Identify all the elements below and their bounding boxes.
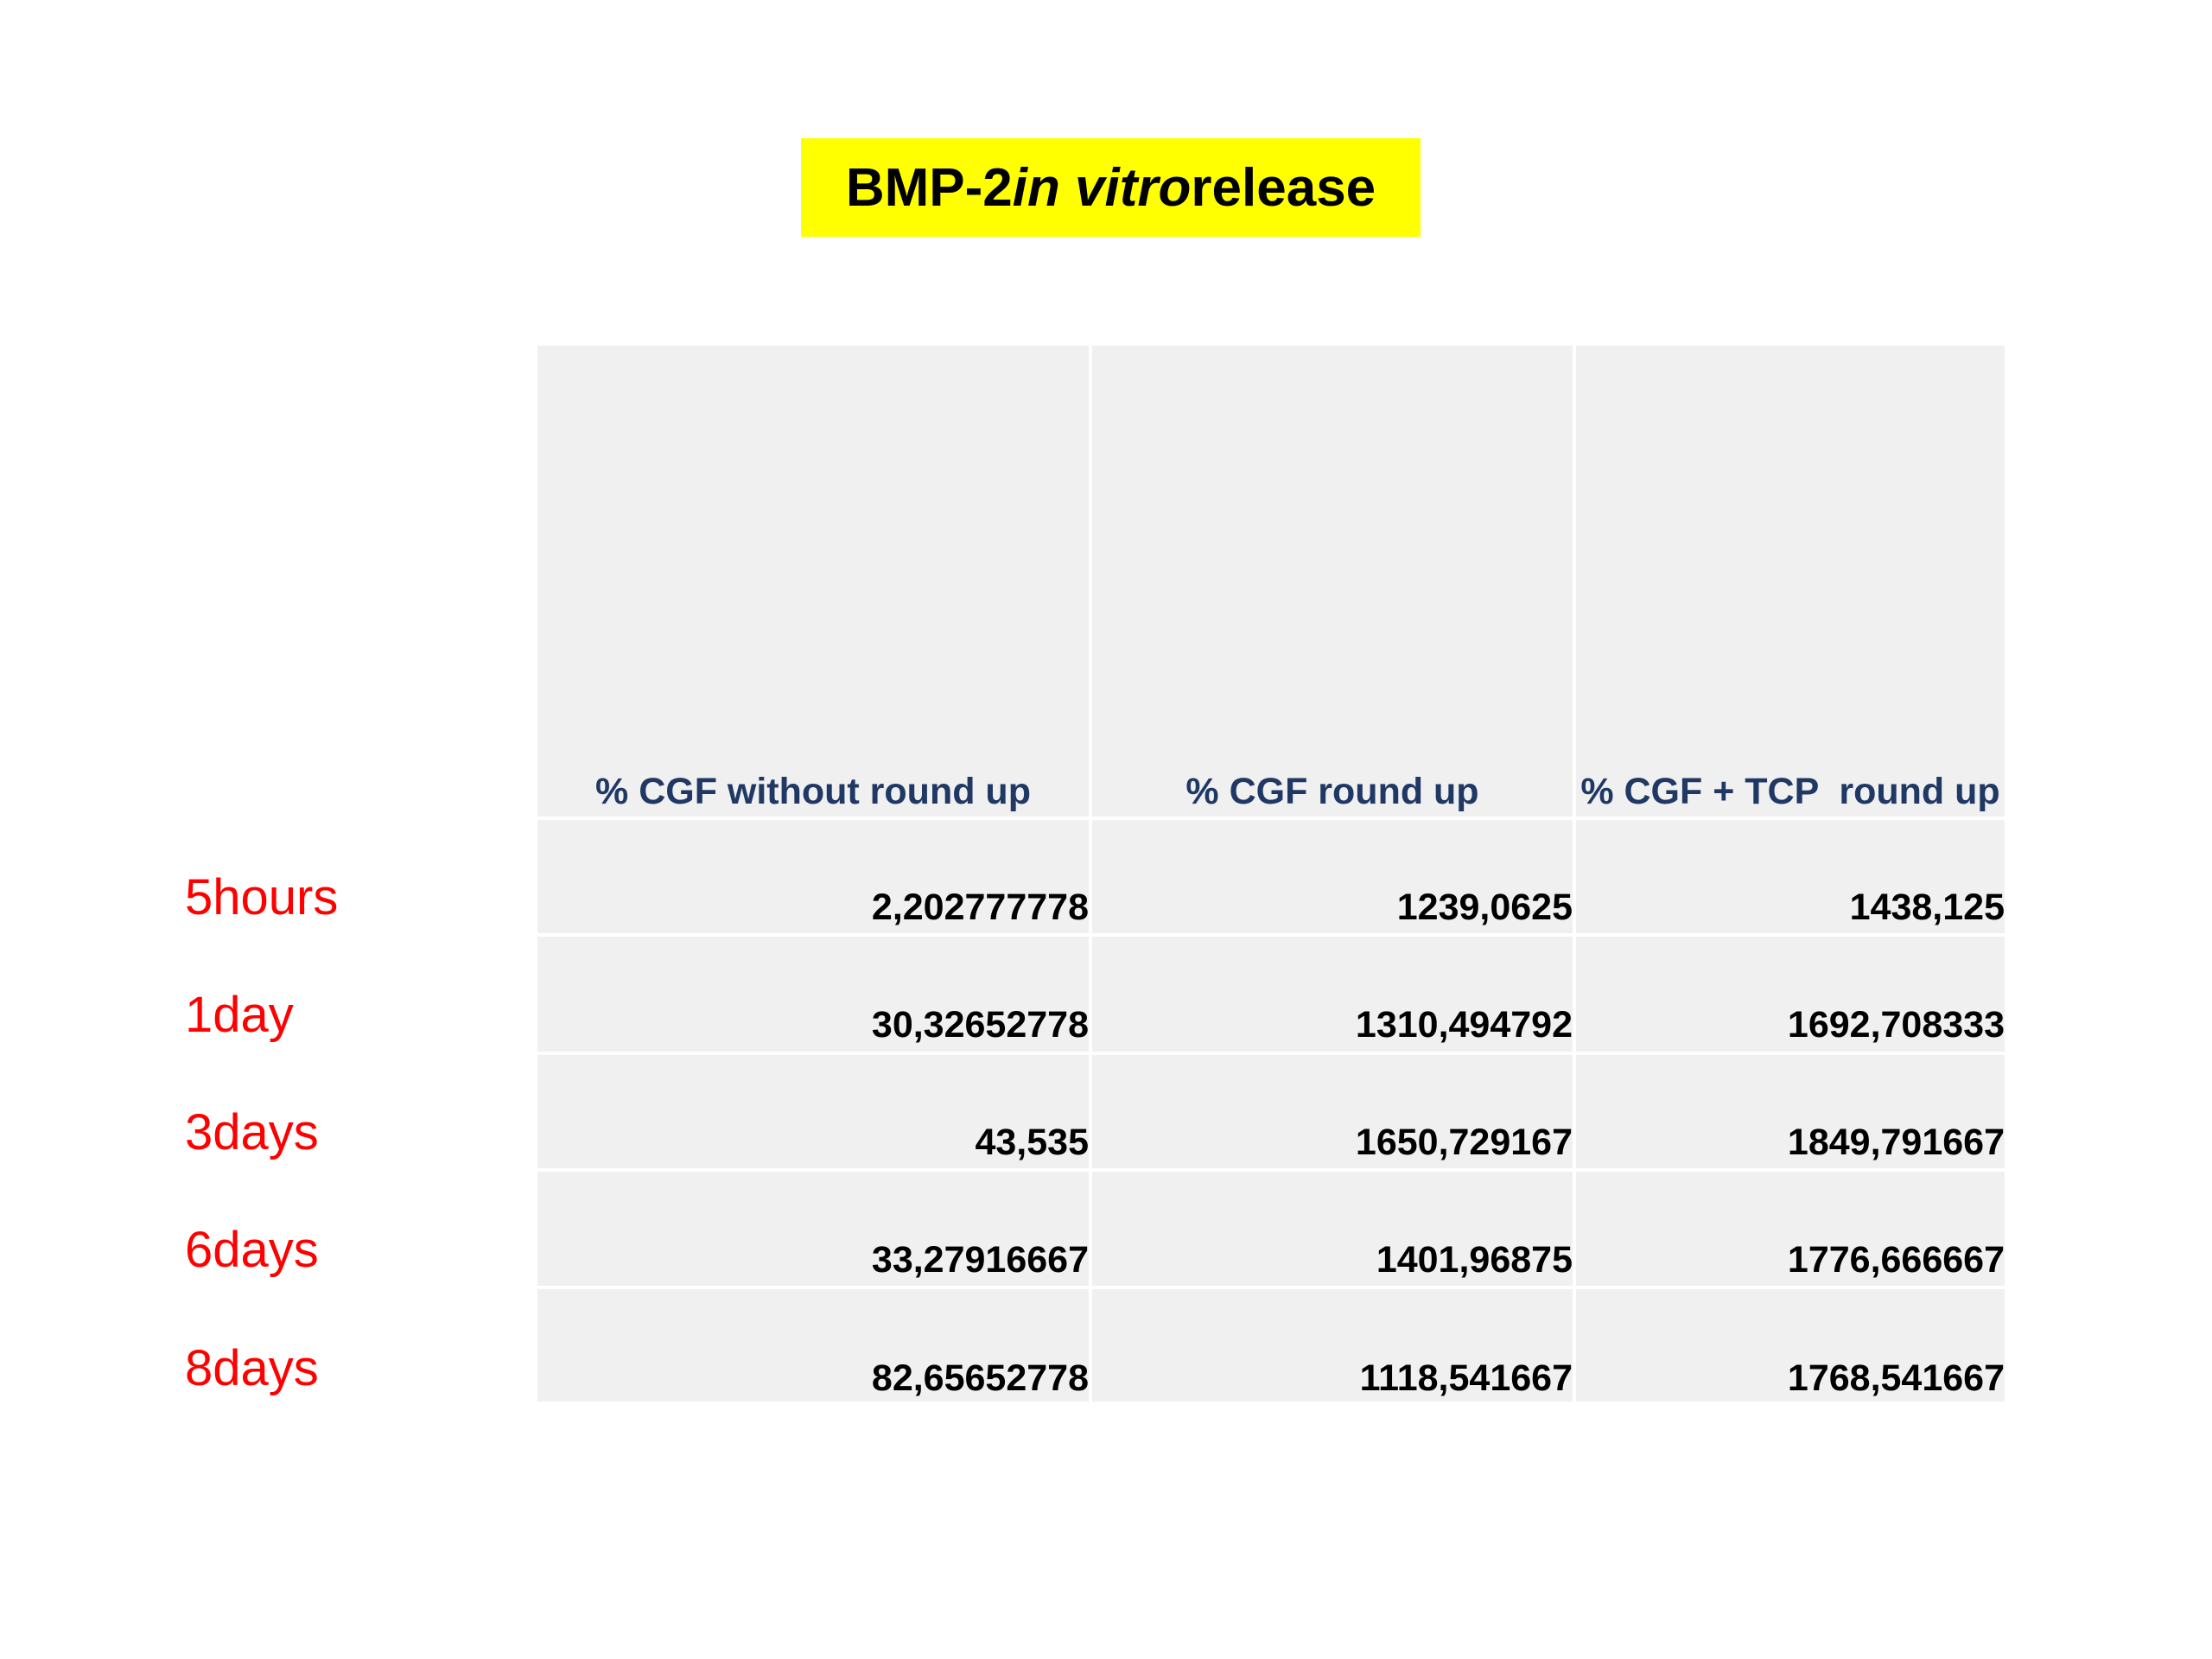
column-header-cgf-tcp-round-up: % CGF + TCP round up xyxy=(1580,770,2000,812)
row-divider xyxy=(537,1286,2005,1289)
table-cell: 43,535 xyxy=(975,1121,1089,1163)
table-cell: 30,32652778 xyxy=(871,1003,1089,1046)
row-label-6days: 6days xyxy=(185,1222,319,1278)
table-cell: 1239,0625 xyxy=(1396,886,1573,928)
row-label-8days: 8days xyxy=(185,1340,319,1396)
column-divider xyxy=(1089,346,1092,1402)
table-cell: 1768,541667 xyxy=(1787,1357,2005,1399)
table-cell: 1438,125 xyxy=(1849,886,2005,928)
table-cell: 1650,729167 xyxy=(1355,1121,1573,1163)
table-cell: 82,65652778 xyxy=(871,1357,1089,1399)
column-header-cgf-without-round-up: % CGF without round up xyxy=(595,770,1031,812)
table-cell: 1776,666667 xyxy=(1787,1238,2005,1281)
table-cell: 1401,96875 xyxy=(1376,1238,1573,1281)
table-cell: 1849,791667 xyxy=(1787,1121,2005,1163)
title-italic: in vitro xyxy=(1012,157,1192,218)
table-cell: 2,202777778 xyxy=(871,886,1089,928)
table-cell: 1310,494792 xyxy=(1355,1003,1573,1046)
row-divider xyxy=(537,1168,2005,1172)
row-label-3days: 3days xyxy=(185,1104,319,1160)
row-divider xyxy=(537,817,2005,820)
table-cell: 33,27916667 xyxy=(871,1238,1089,1281)
row-label-5hours: 5hours xyxy=(185,869,339,925)
table-cell: 1692,708333 xyxy=(1787,1003,2005,1046)
row-divider xyxy=(537,933,2005,937)
row-label-1day: 1day xyxy=(185,987,294,1043)
data-table xyxy=(537,346,2005,1402)
row-divider xyxy=(537,1052,2005,1055)
column-header-cgf-round-up: % CGF round up xyxy=(1185,770,1479,812)
table-cell: 1118,541667 xyxy=(1359,1357,1573,1399)
page-title: BMP-2 in vitro release xyxy=(801,138,1421,237)
title-prefix: BMP-2 xyxy=(845,157,1013,218)
title-suffix: release xyxy=(1191,157,1376,218)
column-divider xyxy=(1573,346,1576,1402)
